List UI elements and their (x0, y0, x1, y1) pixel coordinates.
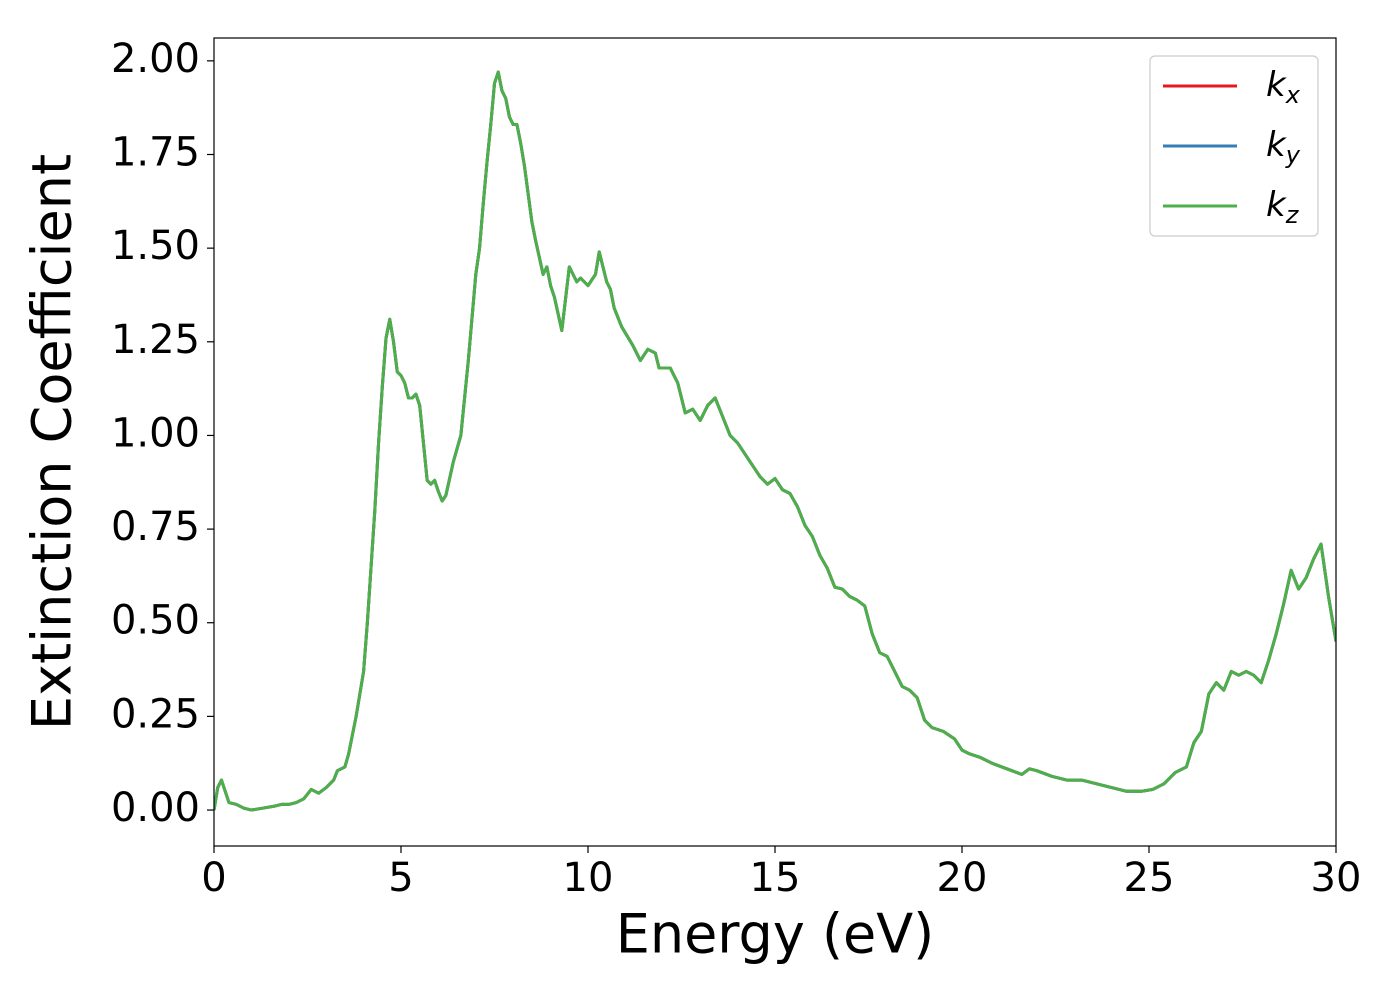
y-tick-label: 1.75 (111, 129, 200, 175)
legend-label: ky (1266, 125, 1301, 170)
y-tick-label: 1.25 (111, 317, 200, 363)
y-tick-label: 0.50 (111, 598, 200, 644)
x-tick-label: 20 (937, 855, 988, 901)
x-tick-label: 25 (1124, 855, 1175, 901)
x-tick-label: 15 (750, 855, 801, 901)
y-tick-label: 1.50 (111, 223, 200, 269)
x-tick-label: 10 (563, 855, 614, 901)
plot-frame (213, 37, 1337, 847)
x-tick-label: 5 (388, 855, 413, 901)
y-tick-label: 1.00 (111, 410, 200, 456)
y-tick-label: 2.00 (111, 36, 200, 82)
legend-label: kz (1266, 185, 1300, 230)
x-tick-label: 30 (1311, 855, 1362, 901)
x-axis-label: Energy (eV) (616, 903, 935, 966)
y-tick-label: 0.75 (111, 504, 200, 550)
x-tick-label: 0 (201, 855, 226, 901)
legend-label: kx (1266, 65, 1301, 110)
y-axis-label: Extinction Coefficient (21, 154, 84, 730)
y-tick-label: 0.25 (111, 691, 200, 737)
series-line (214, 70, 1336, 812)
y-tick-label: 0.00 (111, 785, 200, 831)
